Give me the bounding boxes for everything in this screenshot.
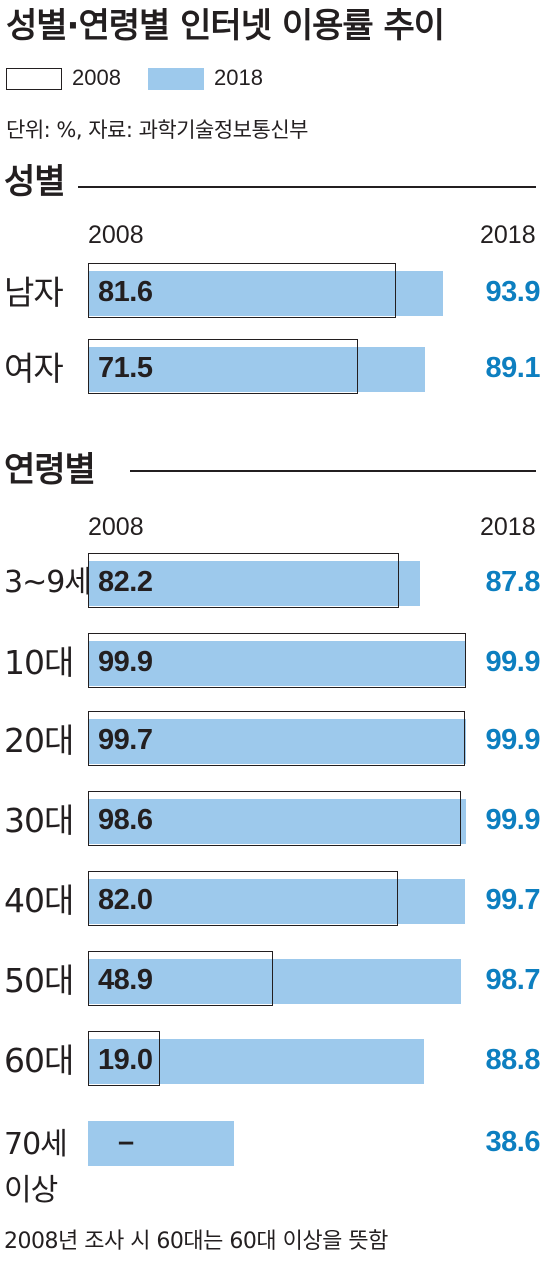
bar-2018 [88, 271, 443, 316]
category-label: 20대 [4, 721, 74, 760]
bar-2018 [88, 347, 425, 392]
category-label: 남자 [4, 273, 64, 312]
value-label-2018: 99.9 [485, 804, 541, 836]
value-label-2008: – [118, 1126, 134, 1158]
bar-2008 [88, 951, 273, 1006]
bar-2008 [88, 711, 465, 766]
section-rule-1 [78, 186, 536, 188]
category-label: 여자 [4, 349, 64, 388]
value-label-2008: 99.9 [98, 646, 153, 678]
footnote: 2008년 조사 시 60대는 60대 이상을 뜻함 [4, 1229, 388, 1254]
section-title-1: 성별 [4, 162, 66, 202]
value-label-2008: 99.7 [98, 724, 153, 756]
chart-title: 성별·연령별 인터넷 이용률 추이 [6, 6, 445, 46]
category-label: 50대 [4, 961, 74, 1000]
category-label: 70세 이상 [4, 1127, 68, 1208]
legend-swatch-2018 [148, 68, 204, 90]
bar-2008 [88, 263, 397, 318]
category-label: 10대 [4, 643, 74, 682]
bar-2008 [88, 339, 359, 394]
unit-source-note: 단위: %, 자료: 과학기술정보통신부 [6, 118, 308, 142]
value-label-2008: 82.2 [98, 566, 153, 598]
bar-2008 [88, 791, 461, 846]
bar-2018 [88, 1039, 424, 1084]
year-header-2018: 2018 [480, 221, 536, 249]
category-label: 60대 [4, 1041, 74, 1080]
value-label-2018: 99.9 [485, 724, 541, 756]
bar-2008 [88, 553, 399, 608]
value-label-2018: 99.7 [485, 884, 541, 916]
bar-2008 [88, 871, 398, 926]
legend-label-2008: 2008 [72, 65, 121, 90]
value-label-2018: 87.8 [485, 566, 541, 598]
value-label-2018: 88.8 [485, 1044, 541, 1076]
value-label-2008: 98.6 [98, 804, 153, 836]
value-label-2008: 48.9 [98, 964, 153, 996]
year-header-2008: 2008 [88, 221, 144, 249]
value-label-2018: 89.1 [485, 352, 541, 384]
legend-label-2018: 2018 [214, 65, 263, 90]
bar-2018 [88, 561, 420, 606]
bar-2008 [88, 633, 466, 688]
value-label-2008: 71.5 [98, 352, 153, 384]
category-label: 30대 [4, 801, 74, 840]
legend-swatch-2008 [6, 68, 62, 90]
value-label-2008: 82.0 [98, 884, 153, 916]
bar-2018 [88, 799, 466, 844]
year-header-2008: 2008 [88, 513, 144, 541]
category-label: 40대 [4, 881, 74, 920]
bar-2018 [88, 641, 466, 686]
value-label-2018: 99.9 [485, 646, 541, 678]
bar-2008 [88, 1031, 160, 1086]
value-label-2018: 93.9 [485, 276, 541, 308]
section-rule-2 [130, 470, 536, 472]
value-label-2018: 98.7 [485, 964, 541, 996]
value-label-2008: 81.6 [98, 276, 153, 308]
value-label-2018: 38.6 [485, 1126, 541, 1158]
bar-2018 [88, 719, 466, 764]
category-label: 3~9세 [4, 565, 92, 600]
year-header-2018: 2018 [480, 513, 536, 541]
value-label-2008: 19.0 [98, 1044, 153, 1076]
section-title-2: 연령별 [4, 450, 96, 490]
bar-2018 [88, 959, 462, 1004]
bar-2018 [88, 1121, 234, 1166]
bar-2018 [88, 879, 465, 924]
